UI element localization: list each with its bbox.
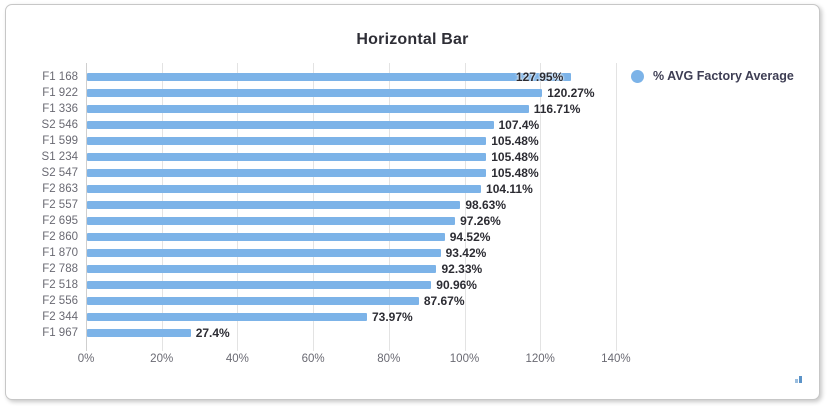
category-label: F2 860	[42, 231, 78, 243]
bar-row: 93.42%	[86, 245, 634, 261]
bar[interactable]	[87, 265, 437, 273]
bar-value-label: 92.33%	[441, 262, 483, 276]
bar-row: 97.26%	[86, 213, 634, 229]
category-label: F2 344	[42, 311, 78, 323]
x-tick-label: 140%	[601, 353, 631, 365]
bar[interactable]	[87, 249, 441, 257]
bar[interactable]	[87, 233, 445, 241]
bar[interactable]	[87, 153, 487, 161]
category-label: F1 336	[42, 103, 78, 115]
x-tick-label: 20%	[150, 353, 174, 365]
x-tick-label: 100%	[449, 353, 480, 365]
bar-row: 116.71%	[86, 101, 634, 117]
bar-value-label: 105.48%	[491, 150, 539, 164]
bar[interactable]	[87, 169, 487, 177]
bar-value-label: 98.63%	[465, 198, 507, 212]
bar[interactable]	[87, 313, 367, 321]
bar[interactable]	[87, 73, 572, 81]
bar[interactable]	[87, 121, 494, 129]
bar-row: 120.27%	[86, 85, 634, 101]
bar-value-label: 90.96%	[436, 278, 477, 292]
category-label: F1 967	[42, 327, 78, 339]
gridline	[540, 63, 542, 351]
bar-value-label: 27.4%	[195, 326, 230, 340]
bar[interactable]	[87, 281, 432, 289]
bar-row: 73.97%	[86, 309, 634, 325]
bar-row: 107.4%	[86, 117, 634, 133]
bar-row: 105.48%	[86, 165, 634, 181]
category-label: F2 863	[42, 183, 78, 195]
bar-value-label: 97.26%	[460, 214, 501, 228]
gridline	[464, 63, 466, 351]
legend-label: % AVG Factory Average	[653, 69, 794, 83]
category-label: S1 234	[41, 151, 78, 163]
chart-title: Horizontal Bar	[356, 31, 469, 48]
watermark-mini-chart-icon	[795, 374, 805, 383]
bar-value-label: 87.67%	[423, 294, 465, 308]
bar-row: 98.63%	[86, 197, 634, 213]
y-axis-category-labels: F1 168 F1 922 F1 336 S2 546 F1 599 S1 234 S2 5…	[6, 69, 78, 341]
chart-panel: Horizontal Bar % AVG Factory Average F1 …	[5, 4, 820, 400]
legend-item-avg-factory-average[interactable]: % AVG Factory Average	[631, 68, 794, 84]
x-tick-label: 60%	[301, 353, 325, 365]
bar-row: 90.96%	[86, 277, 634, 293]
bar-row: 92.33%	[86, 261, 634, 277]
category-label: F1 168	[42, 71, 78, 83]
bar[interactable]	[87, 329, 191, 337]
category-label: F1 870	[42, 247, 78, 259]
x-tick-label: 80%	[377, 353, 401, 365]
bar-row: 104.11%	[86, 181, 634, 197]
category-label: F2 695	[42, 215, 78, 227]
bar[interactable]	[87, 297, 419, 305]
bar-row: 27.4%	[86, 325, 634, 341]
bar-row: 105.48%	[86, 133, 634, 149]
category-label: F2 788	[42, 263, 78, 275]
bar[interactable]	[87, 185, 482, 193]
category-label: F2 556	[42, 295, 78, 307]
category-label: F2 557	[42, 199, 78, 211]
bar-row: 87.67%	[86, 293, 634, 309]
bar-value-label: 105.48%	[491, 134, 539, 148]
category-label: S2 547	[41, 167, 78, 179]
bar-value-label: 120.27%	[547, 86, 595, 100]
bar-row: 105.48%	[86, 149, 634, 165]
bar[interactable]	[87, 89, 543, 97]
x-axis-tick-labels: 0% 20% 40% 60% 80% 100% 120% 140%	[78, 353, 634, 369]
bar[interactable]	[87, 217, 456, 225]
bar-row: 127.95%	[86, 69, 634, 85]
gridline	[615, 63, 617, 351]
legend-marker-icon	[631, 69, 644, 83]
y-axis-line	[86, 63, 87, 351]
bar-value-label: 73.97%	[371, 310, 413, 324]
category-label: F1 599	[42, 135, 78, 147]
category-label: F1 922	[42, 87, 78, 99]
bar-value-label: 107.4%	[498, 118, 540, 132]
category-label: S2 546	[41, 119, 78, 131]
bar-series: 127.95% 120.27% 116.71% 107.4% 105.48% 105.48…	[86, 69, 634, 341]
bar[interactable]	[87, 137, 487, 145]
bar-value-label: 93.42%	[445, 246, 487, 260]
x-tick-label: 0%	[77, 353, 95, 365]
bar[interactable]	[87, 105, 529, 113]
bar-value-label: 127.95%	[515, 70, 564, 84]
bar-value-label: 116.71%	[533, 102, 581, 116]
category-label: F2 518	[42, 279, 78, 291]
x-tick-label: 120%	[525, 353, 555, 365]
bar-value-label: 94.52%	[449, 230, 491, 244]
bar-value-label: 105.48%	[491, 166, 539, 180]
bar-value-label: 104.11%	[486, 182, 533, 196]
bar-row: 94.52%	[86, 229, 634, 245]
x-tick-label: 40%	[225, 353, 249, 365]
bar[interactable]	[87, 201, 461, 209]
